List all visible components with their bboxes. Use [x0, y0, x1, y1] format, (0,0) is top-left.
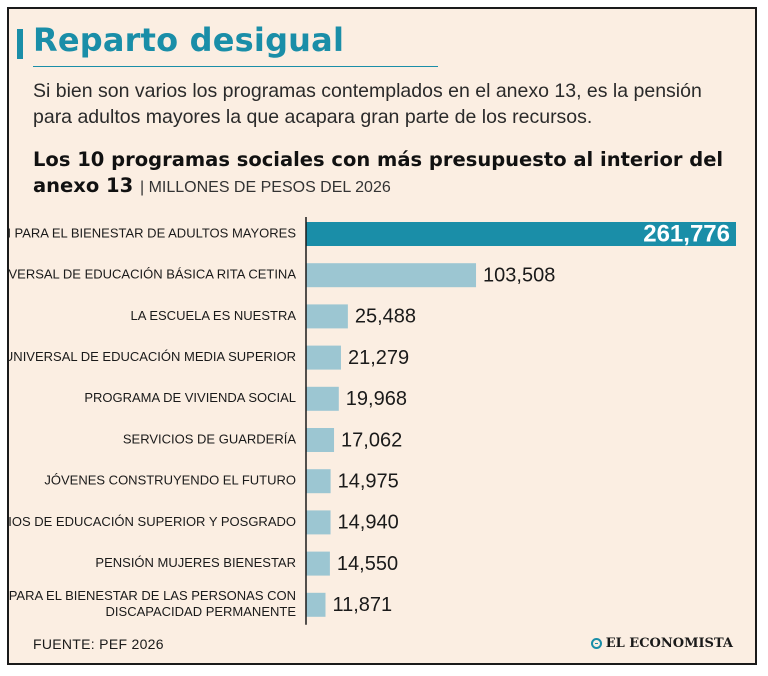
category-label-10: PENSIÓN PARA EL BIENESTAR DE LAS PERSONA…: [9, 588, 296, 619]
category-label-line: LA ESCUELA ES NUESTRA: [131, 308, 297, 323]
el-economista-logo-icon: [590, 638, 602, 649]
category-label-line: PENSIÓN PARA EL BIENESTAR DE LAS PERSONA…: [9, 588, 296, 603]
category-label-line: PENSIÓN MUJERES BIENESTAR: [95, 555, 296, 570]
value-label-5: 19,968: [346, 388, 407, 410]
headline: Reparto desigual: [33, 21, 345, 59]
category-label-line: DISCAPACIDAD PERMANENTE: [106, 604, 297, 619]
category-label-line: SERVICIOS DE GUARDERÍA: [123, 431, 296, 446]
category-label-1: PENSIÓN PARA EL BIENESTAR DE ADULTOS MAY…: [9, 225, 296, 240]
value-label-4: 21,279: [348, 347, 409, 369]
value-label-2: 103,508: [483, 264, 555, 286]
logo-text: EL ECONOMISTA: [605, 636, 733, 651]
infographic-card: Reparto desigual Si bien son varios los …: [7, 7, 757, 665]
category-label-4: BECA UNIVERSAL DE EDUCACIÓN MEDIA SUPERI…: [9, 349, 296, 364]
bar-4: [306, 345, 341, 370]
category-label-line: BECA UNIVERSAL DE EDUCACIÓN BÁSICA RITA …: [9, 267, 296, 282]
category-label-9: PENSIÓN MUJERES BIENESTAR: [95, 555, 296, 570]
chart-title: Los 10 programas sociales con más presup…: [33, 147, 748, 201]
bar-7: [306, 469, 331, 494]
value-label-8: 14,940: [338, 512, 399, 534]
bar-10: [306, 592, 326, 617]
category-label-line: BECA UNIVERSAL DE EDUCACIÓN MEDIA SUPERI…: [9, 349, 296, 364]
category-label-line: JÓVENES CONSTRUYENDO EL FUTURO: [44, 473, 296, 488]
category-label-6: SERVICIOS DE GUARDERÍA: [123, 431, 296, 446]
headline-rule: [33, 66, 438, 67]
category-label-2: BECA UNIVERSAL DE EDUCACIÓN BÁSICA RITA …: [9, 267, 296, 282]
bar-8: [306, 510, 331, 535]
bar-5: [306, 386, 339, 411]
category-label-line: PROGRAMA DE VIVIENDA SOCIAL: [84, 390, 296, 405]
value-label-3: 25,488: [355, 306, 416, 328]
headline-accent-bar: [17, 29, 23, 59]
category-label-7: JÓVENES CONSTRUYENDO EL FUTURO: [44, 473, 296, 488]
bar-9: [306, 551, 330, 576]
value-label-7: 14,975: [338, 470, 399, 492]
category-label-5: PROGRAMA DE VIVIENDA SOCIAL: [84, 390, 296, 405]
category-label-line: SERVICIOS DE EDUCACIÓN SUPERIOR Y POSGRA…: [9, 514, 296, 529]
category-label-3: LA ESCUELA ES NUESTRA: [131, 308, 297, 323]
bar-1: [306, 222, 736, 246]
bar-chart: 261,776 PENSIÓN PARA EL BIENESTAR DE ADUL…: [9, 217, 736, 625]
value-label-1: 261,776: [643, 220, 730, 247]
chart-title-text: Los 10 programas sociales con más presup…: [33, 148, 724, 197]
chart-subtitle: | MILLONES DE PESOS DEL 2026: [139, 179, 391, 196]
value-label-9: 14,550: [337, 553, 398, 575]
source-note: FUENTE: PEF 2026: [33, 636, 164, 652]
intro-text: Si bien son varios los programas contemp…: [33, 80, 702, 128]
value-label-6: 17,062: [341, 429, 402, 451]
category-label-line: PENSIÓN PARA EL BIENESTAR DE ADULTOS MAY…: [9, 225, 296, 240]
value-label-10: 11,871: [332, 594, 392, 616]
bar-6: [306, 428, 335, 452]
category-label-8: SERVICIOS DE EDUCACIÓN SUPERIOR Y POSGRA…: [9, 514, 296, 529]
bar-2: [306, 263, 477, 288]
publisher-logo: EL ECONOMISTA: [590, 636, 733, 651]
bar-3: [306, 304, 348, 329]
